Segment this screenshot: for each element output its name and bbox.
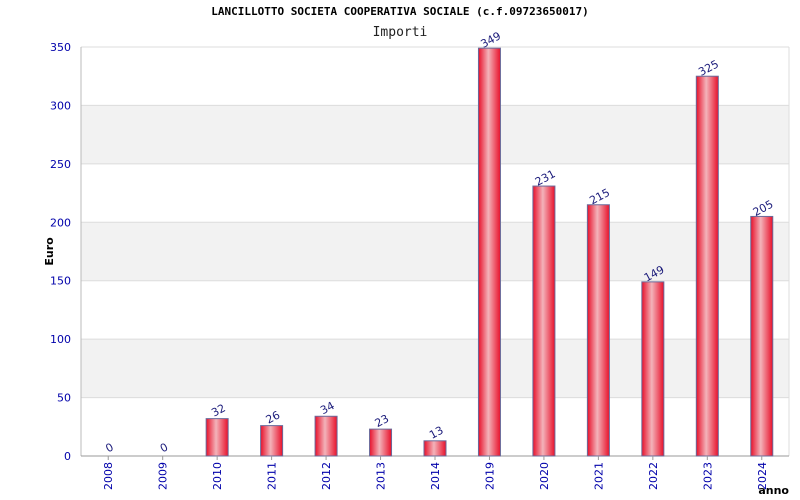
grid-band bbox=[81, 339, 789, 398]
data-label: 23 bbox=[373, 412, 391, 430]
chart-subtitle: Importi bbox=[372, 25, 428, 40]
y-tick-label: 300 bbox=[50, 99, 71, 112]
x-tick-label: 2023 bbox=[701, 462, 714, 490]
data-label: 13 bbox=[427, 424, 445, 442]
chart-title: LANCILLOTTO SOCIETA COOPERATIVA SOCIALE … bbox=[211, 5, 589, 18]
y-tick-label: 350 bbox=[50, 41, 71, 54]
x-tick-label: 2021 bbox=[592, 462, 605, 490]
x-tick-label: 2013 bbox=[375, 462, 388, 490]
x-tick-label: 2019 bbox=[483, 462, 496, 490]
data-label: 26 bbox=[264, 409, 282, 427]
data-label: 34 bbox=[318, 399, 336, 417]
x-tick-label: 2011 bbox=[266, 462, 279, 490]
x-tick-label: 2010 bbox=[211, 462, 224, 490]
y-tick-label: 250 bbox=[50, 158, 71, 171]
grid-band bbox=[81, 105, 789, 164]
bar bbox=[314, 415, 338, 457]
bar bbox=[641, 281, 665, 457]
x-tick-label: 2009 bbox=[157, 462, 170, 490]
y-tick-label: 0 bbox=[64, 450, 71, 463]
y-tick-label: 50 bbox=[57, 392, 71, 405]
y-axis-label: Euro bbox=[43, 237, 56, 266]
x-tick-label: 2024 bbox=[756, 462, 769, 490]
x-tick-label: 2008 bbox=[102, 462, 115, 490]
x-axis-label: anno bbox=[758, 484, 789, 497]
bar bbox=[205, 418, 229, 457]
grid-band bbox=[81, 222, 789, 281]
x-tick-label: 2022 bbox=[647, 462, 660, 490]
bar bbox=[750, 215, 774, 457]
x-tick-label: 2014 bbox=[429, 462, 442, 490]
bar bbox=[423, 440, 447, 457]
bar bbox=[477, 47, 501, 457]
bar bbox=[532, 185, 556, 457]
y-tick-label: 200 bbox=[50, 216, 71, 229]
grid-band bbox=[81, 47, 789, 106]
bar bbox=[586, 204, 610, 457]
x-tick-label: 2012 bbox=[320, 462, 333, 490]
y-tick-label: 100 bbox=[50, 333, 71, 346]
grid-band bbox=[81, 280, 789, 340]
bar bbox=[695, 75, 719, 457]
data-label: 32 bbox=[209, 401, 227, 419]
x-tick-label: 2020 bbox=[538, 462, 551, 490]
grid-band bbox=[81, 163, 789, 223]
y-tick-label: 150 bbox=[50, 275, 71, 288]
bar bbox=[260, 425, 284, 457]
bar bbox=[369, 428, 393, 457]
